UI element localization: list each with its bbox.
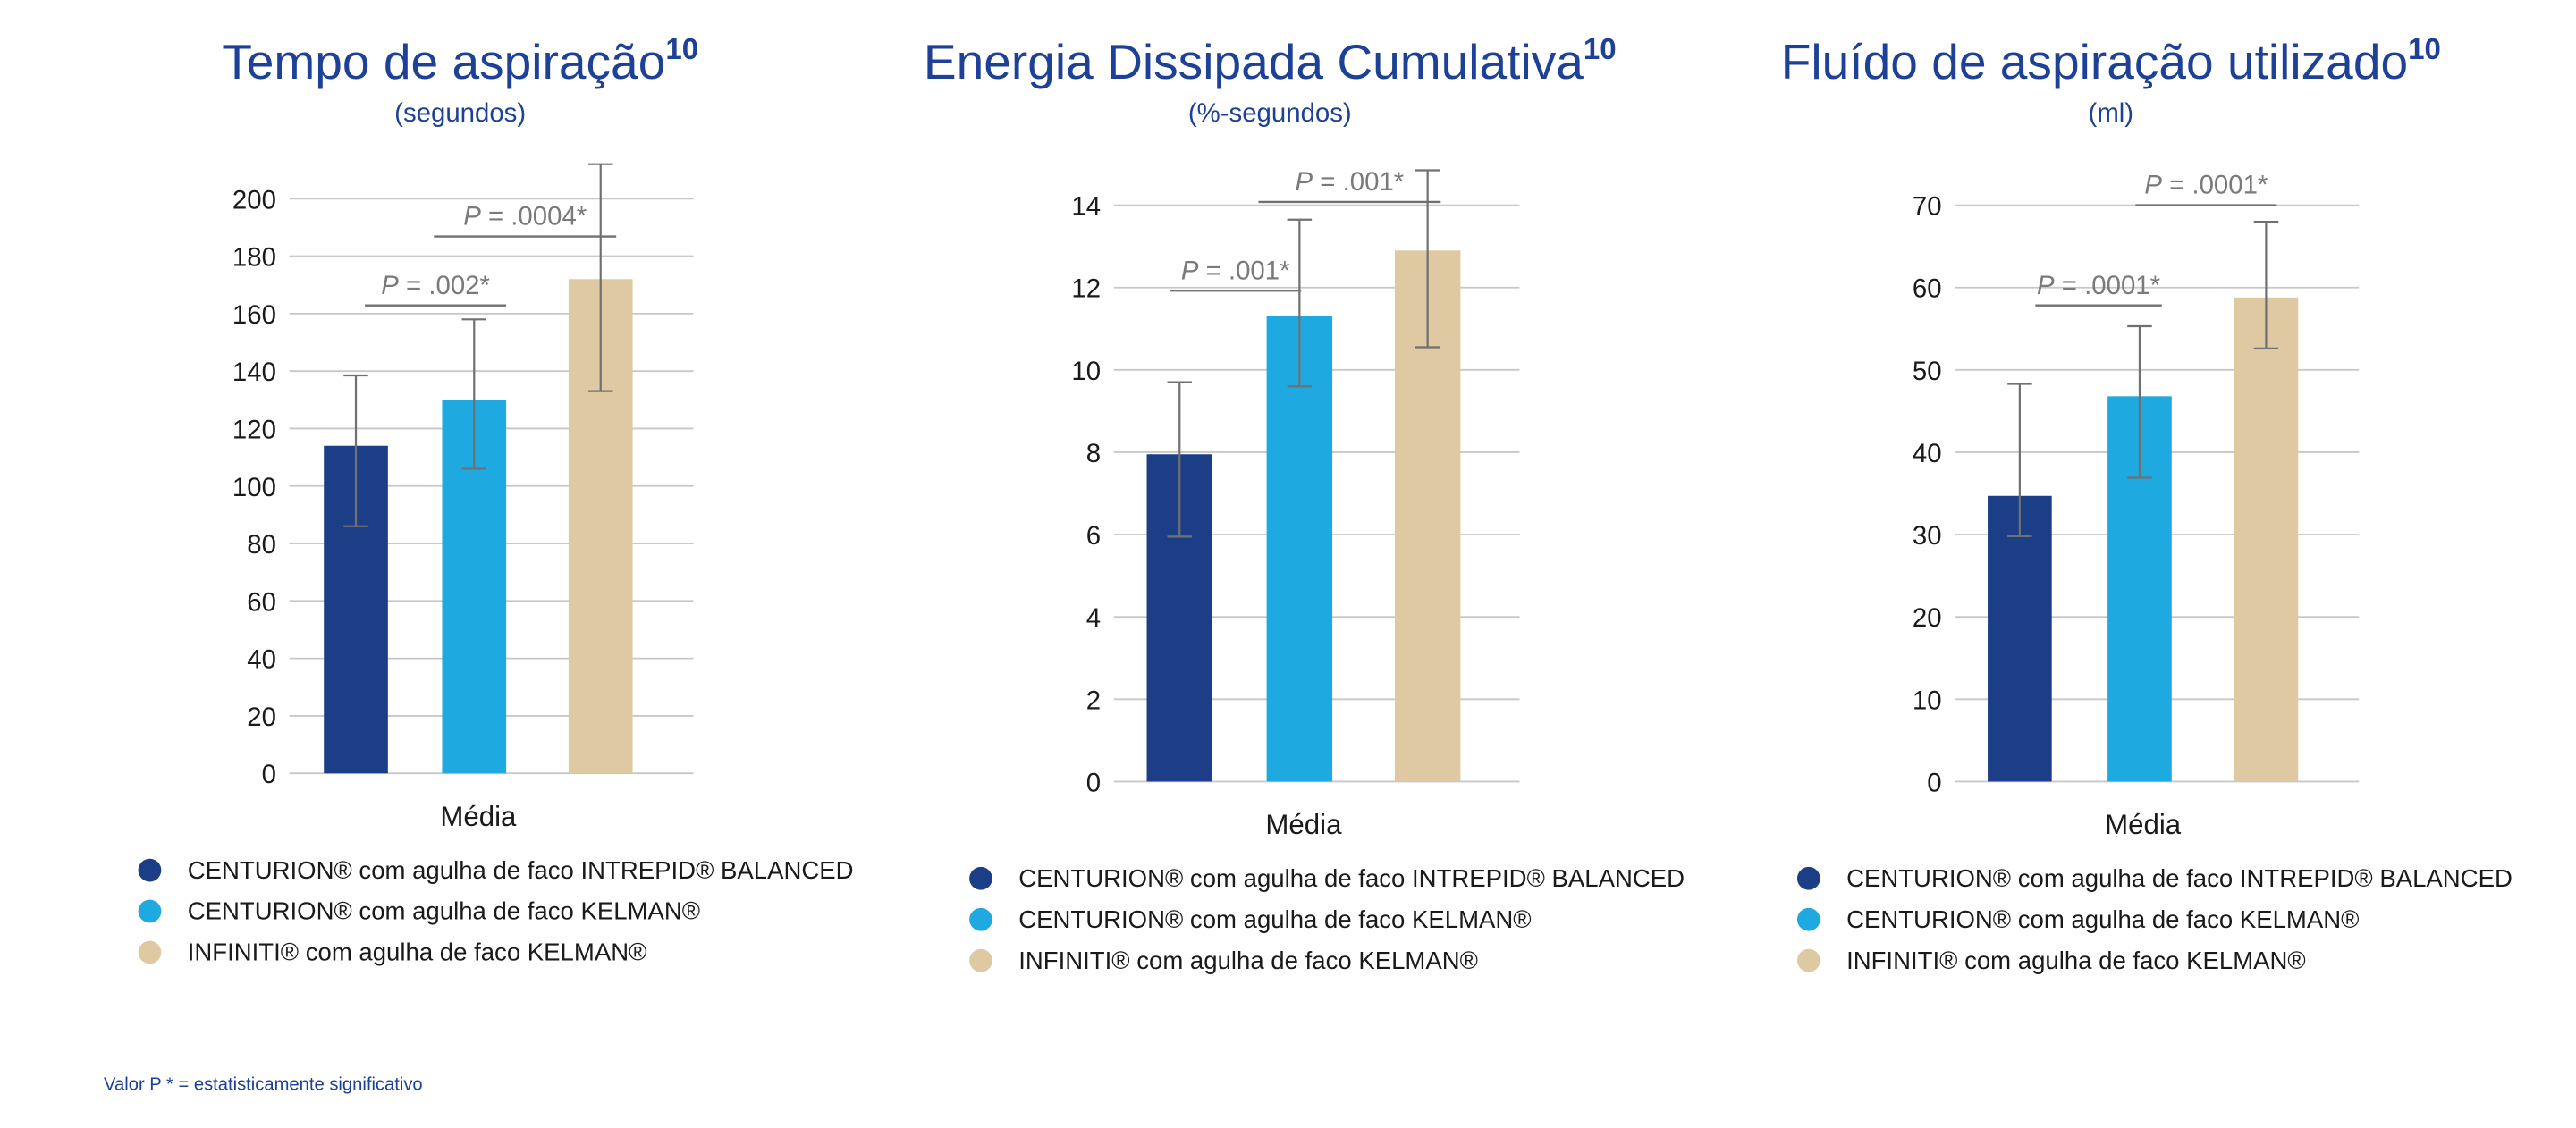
legend-item: CENTURION® com agulha de faco KELMAN® xyxy=(1796,905,2359,933)
legend-item: CENTURION® com agulha de faco INTREPID® … xyxy=(969,864,1685,892)
y-tick-label: 180 xyxy=(232,243,276,273)
y-tick-label: 70 xyxy=(1913,192,1942,222)
legend-dot-icon xyxy=(969,866,992,890)
y-tick-label: 14 xyxy=(1071,192,1101,222)
y-tick-label: 8 xyxy=(1086,439,1101,468)
chart-title-reference: 10 xyxy=(1584,33,1617,66)
legend-item: INFINITI® com agulha de faco KELMAN® xyxy=(1796,947,2306,974)
error-bar xyxy=(1415,169,1440,349)
p-value-annotation: P = .0001* xyxy=(2035,271,2162,307)
legend-dot-icon xyxy=(1796,907,1820,931)
legend-label: CENTURION® com agulha de faco INTREPID® … xyxy=(1846,864,2513,892)
error-bar xyxy=(343,374,368,527)
p-value-label: P = .002* xyxy=(381,271,490,300)
legend-dot-icon xyxy=(138,940,162,964)
chart-subtitle: (ml) xyxy=(2089,98,2134,128)
p-value-label: P = .0004* xyxy=(463,202,587,231)
chart-title-text: Tempo de aspiração xyxy=(222,34,665,89)
y-tick-label: 20 xyxy=(247,703,276,732)
error-bar xyxy=(2007,383,2032,538)
x-axis-label: Média xyxy=(1265,809,1342,840)
error-bar xyxy=(2253,220,2279,349)
chart-subtitle: (%-segundos) xyxy=(1188,98,1352,128)
legend-label: INFINITI® com agulha de faco KELMAN® xyxy=(188,939,647,966)
y-tick-label: 40 xyxy=(1913,439,1942,468)
p-value-annotation: P = .001* xyxy=(1170,256,1302,292)
error-bar xyxy=(461,318,487,470)
p-value-annotation: P = .0001* xyxy=(2135,171,2277,206)
x-axis-label: Média xyxy=(2105,809,2182,840)
y-tick-label: 60 xyxy=(247,587,276,617)
legend-dot-icon xyxy=(1796,866,1820,890)
legend-item: CENTURION® com agulha de faco INTREPID® … xyxy=(138,856,854,884)
chart-title: Fluído de aspiração utilizado10 xyxy=(1781,33,2441,89)
y-tick-label: 0 xyxy=(1086,768,1101,797)
p-value-label: P = .0001* xyxy=(2037,271,2160,300)
error-bar xyxy=(2127,324,2152,479)
legend-label: CENTURION® com agulha de faco KELMAN® xyxy=(188,897,700,925)
y-tick-label: 60 xyxy=(1913,274,1942,304)
chart-title-reference: 10 xyxy=(665,33,698,66)
chart-title: Energia Dissipada Cumulativa10 xyxy=(924,33,1617,89)
legend-dot-icon xyxy=(138,899,162,923)
y-tick-label: 10 xyxy=(1913,686,1942,715)
bar-series-3 xyxy=(2234,297,2299,782)
y-tick-label: 50 xyxy=(1913,357,1942,386)
y-tick-label: 0 xyxy=(1927,768,1941,797)
legend-dot-icon xyxy=(1796,948,1820,972)
y-tick-label: 2 xyxy=(1086,686,1101,715)
legend-item: INFINITI® com agulha de faco KELMAN® xyxy=(969,947,1478,974)
chart-title-text: Fluído de aspiração utilizado xyxy=(1781,34,2408,89)
legend-label: INFINITI® com agulha de faco KELMAN® xyxy=(1018,947,1478,974)
y-tick-label: 100 xyxy=(232,473,276,502)
p-value-annotation: P = .0004* xyxy=(434,202,617,238)
y-tick-label: 20 xyxy=(1913,603,1942,633)
bar-series-2 xyxy=(1266,316,1333,782)
p-value-label: P = .001* xyxy=(1296,167,1405,197)
error-bar xyxy=(1287,218,1313,388)
legend-label: CENTURION® com agulha de faco INTREPID® … xyxy=(188,856,854,884)
legend-dot-icon xyxy=(969,948,992,972)
y-tick-label: 200 xyxy=(232,185,276,215)
y-tick-label: 120 xyxy=(232,415,276,444)
p-value-annotation: P = .001* xyxy=(1258,167,1441,204)
chart-title-reference: 10 xyxy=(2408,33,2441,66)
legend-label: INFINITI® com agulha de faco KELMAN® xyxy=(1846,947,2306,974)
bar-series-1 xyxy=(1988,495,2052,782)
x-axis-label: Média xyxy=(440,801,517,832)
y-tick-label: 4 xyxy=(1086,603,1101,633)
legend-item: CENTURION® com agulha de faco INTREPID® … xyxy=(1796,864,2513,892)
legend-dot-icon xyxy=(138,858,162,882)
legend-label: CENTURION® com agulha de faco INTREPID® … xyxy=(1018,864,1685,892)
y-tick-label: 40 xyxy=(247,645,276,675)
legend-item: INFINITI® com agulha de faco KELMAN® xyxy=(138,939,647,966)
chart-3: Fluído de aspiração utilizado10(ml)01020… xyxy=(1781,33,2513,974)
error-bar xyxy=(587,163,613,392)
legend-item: CENTURION® com agulha de faco KELMAN® xyxy=(969,905,1532,933)
chart-2: Energia Dissipada Cumulativa10(%-segundo… xyxy=(924,33,1685,974)
chart-title: Tempo de aspiração10 xyxy=(222,33,698,89)
y-tick-label: 140 xyxy=(232,358,276,387)
p-value-label: P = .001* xyxy=(1181,256,1290,285)
p-value-annotation: P = .002* xyxy=(365,271,507,307)
y-tick-label: 160 xyxy=(232,300,276,330)
chart-1: Tempo de aspiração10 (segundos) 0 20 40 60 80 1… xyxy=(138,33,854,966)
legend-label: CENTURION® com agulha de faco KELMAN® xyxy=(1846,905,2359,933)
error-bar xyxy=(1167,381,1193,538)
legend-item: CENTURION® com agulha de faco KELMAN® xyxy=(138,897,700,925)
y-tick-label: 0 xyxy=(262,760,276,789)
y-tick-label: 12 xyxy=(1071,274,1101,304)
legend-dot-icon xyxy=(969,907,992,931)
legend-label: CENTURION® com agulha de faco KELMAN® xyxy=(1018,905,1531,933)
p-value-label: P = .0001* xyxy=(2144,171,2268,200)
y-tick-label: 10 xyxy=(1071,357,1101,386)
y-tick-label: 80 xyxy=(247,530,276,560)
y-tick-label: 30 xyxy=(1913,521,1942,551)
footnote: Valor P * = estatisticamente significati… xyxy=(104,1075,423,1095)
chart-title-text: Energia Dissipada Cumulativa xyxy=(924,34,1584,89)
chart-subtitle: (segundos) xyxy=(394,98,526,128)
y-tick-label: 6 xyxy=(1086,521,1101,551)
